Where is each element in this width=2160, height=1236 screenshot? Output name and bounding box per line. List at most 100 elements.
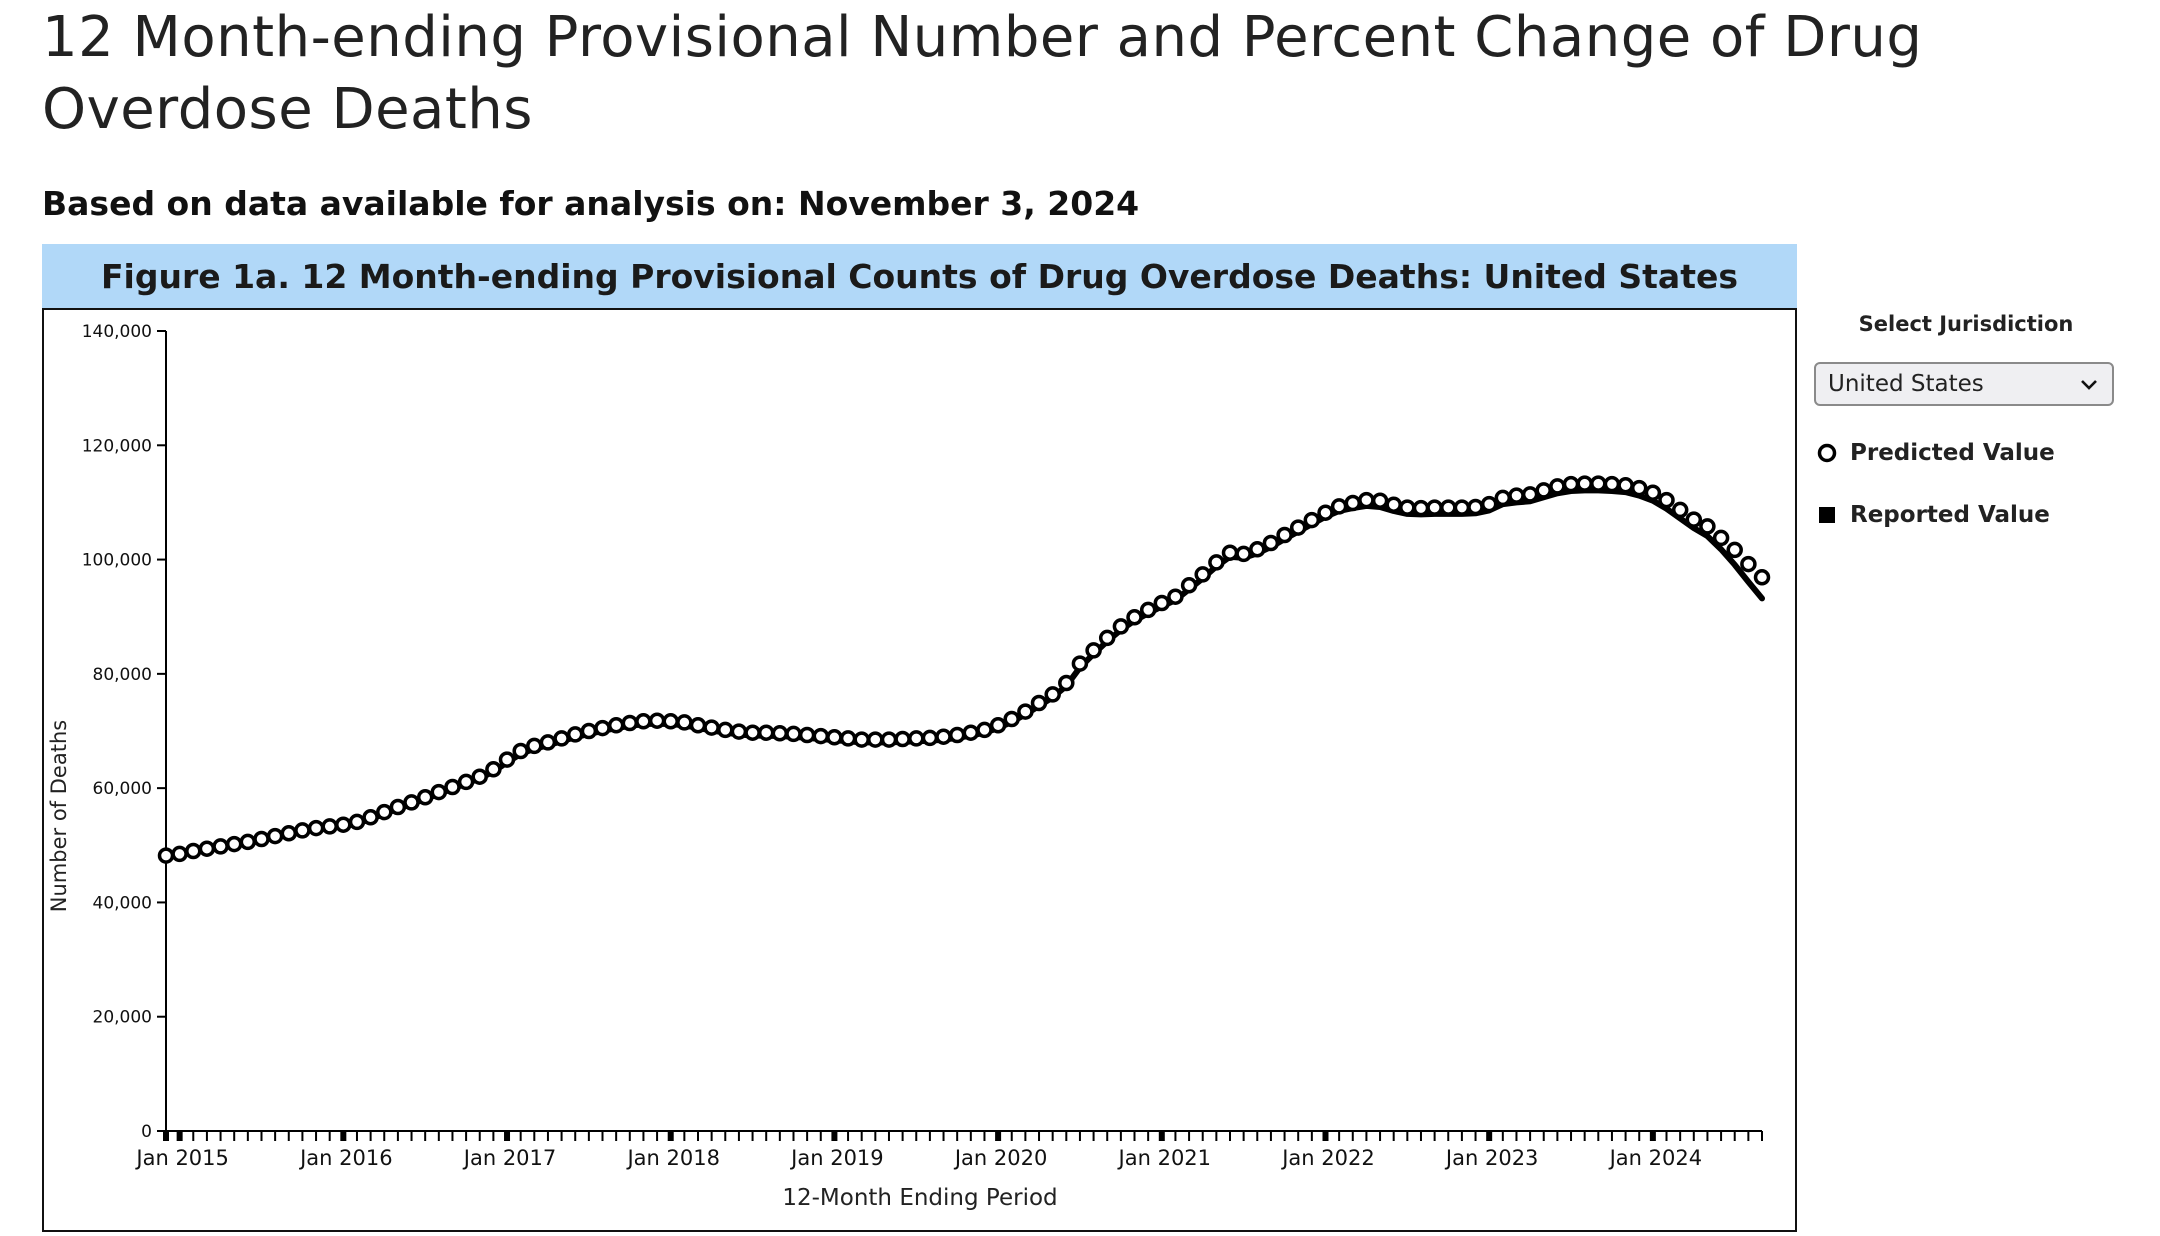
predicted-value-point (157, 847, 175, 864)
predicted-value-point (989, 717, 1007, 734)
predicted-value-point (1426, 499, 1443, 516)
predicted-value-point (894, 730, 911, 748)
predicted-value-point (1358, 491, 1375, 509)
predicted-value-point (1671, 501, 1689, 519)
predicted-value-point (1590, 475, 1607, 492)
legend-predicted-label: Predicted Value (1850, 440, 2055, 466)
predicted-value-point (1249, 541, 1266, 558)
predicted-value-point (1044, 686, 1061, 703)
y-axis: 0 20,000 40,000 60,000 80,000 100,000 120,000 1… (82, 322, 167, 1142)
predicted-value-point (1494, 489, 1512, 507)
predicted-value-point (1003, 710, 1020, 728)
jurisdiction-select[interactable]: United States (1814, 362, 2114, 406)
x-tick-label: Jan 2015 (134, 1146, 229, 1170)
predicted-value-point (580, 722, 598, 740)
filled-square-icon (1819, 507, 1835, 523)
predicted-value-point (1385, 496, 1402, 513)
predicted-value-point (771, 725, 789, 742)
data-date-subtitle: Based on data available for analysis on:… (42, 184, 1140, 223)
predicted-value-point (389, 798, 407, 816)
predicted-value-point (717, 721, 734, 739)
jurisdiction-select-value: United States (1828, 371, 1984, 397)
predicted-value-point (635, 713, 652, 730)
predicted-value-point (1139, 601, 1157, 619)
predicted-value-point (730, 723, 748, 740)
figure-title: Figure 1a. 12 Month-ending Provisional C… (100, 256, 1738, 296)
predicted-value-point (1699, 518, 1716, 535)
predicted-value-point (826, 729, 843, 746)
predicted-value-point (1330, 498, 1348, 515)
predicted-value-point (1467, 498, 1484, 516)
predicted-value-point (266, 827, 284, 845)
y-tick-label: 140,000 (82, 322, 152, 342)
predicted-value-point (976, 721, 993, 739)
predicted-value-point (171, 845, 188, 863)
predicted-value-point (280, 825, 298, 842)
predicted-value-point (321, 818, 338, 835)
predicted-value-point (1658, 491, 1675, 509)
figure-header: Figure 1a. 12 Month-ending Provisional C… (42, 244, 1797, 308)
predicted-value-point (880, 731, 898, 748)
predicted-value-point (444, 778, 461, 796)
y-axis-title: Number of Deaths (47, 720, 71, 912)
predicted-value-point (225, 835, 243, 853)
predicted-value-point (703, 719, 720, 736)
predicted-value-point (1412, 499, 1430, 517)
predicted-value-point (594, 719, 611, 737)
predicted-value-point (921, 729, 939, 747)
x-tick-label: Jan 2024 (1608, 1146, 1703, 1170)
x-tick-label: Jan 2020 (953, 1146, 1048, 1170)
predicted-value-point (1399, 499, 1416, 516)
predicted-value-point (962, 724, 980, 741)
predicted-value-point (839, 730, 857, 747)
predicted-value-point (1167, 588, 1184, 605)
predicted-value-point (1371, 492, 1389, 509)
predicted-value-point (416, 789, 434, 806)
predicted-value-point (607, 717, 625, 734)
predicted-value-point (1549, 478, 1566, 495)
predicted-value-point (1712, 529, 1730, 547)
predicted-value-point (1180, 577, 1198, 594)
legend-predicted-value: Predicted Value (1816, 440, 2055, 466)
predicted-value-point (867, 731, 884, 748)
predicted-value-point (1303, 511, 1321, 529)
y-tick-label: 60,000 (93, 779, 152, 799)
y-tick-label: 0 (141, 1122, 152, 1142)
x-tick-label: Jan 2018 (625, 1146, 720, 1170)
predicted-value-point (1030, 694, 1048, 712)
predicted-value-point (1508, 487, 1525, 504)
predicted-value-point (512, 742, 529, 760)
predicted-value-point (457, 773, 475, 791)
predicted-value-point (689, 717, 707, 734)
predicted-value-point (785, 725, 802, 743)
predicted-value-point (812, 727, 830, 745)
predicted-value-point (1262, 534, 1280, 552)
predicted-value-point (430, 783, 448, 801)
predicted-value-point (1317, 504, 1334, 521)
x-tick-label: Jan 2021 (1117, 1146, 1212, 1170)
legend-reported-value: Reported Value (1816, 502, 2050, 528)
predicted-value-point (1098, 629, 1116, 647)
page-title: 12 Month-ending Provisional Number and P… (42, 5, 1923, 142)
y-tick-label: 120,000 (82, 436, 152, 456)
predicted-value-point (1685, 511, 1703, 528)
predicted-value-point (198, 840, 216, 857)
predicted-value-point (1726, 541, 1743, 559)
chart-frame: 0 20,000 40,000 60,000 80,000 100,000 120,000 1… (42, 308, 1797, 1232)
chevron-down-icon (2081, 380, 2097, 390)
predicted-value-point (1562, 475, 1580, 493)
x-tick-label: Jan 2023 (1444, 1146, 1539, 1170)
predicted-value-point (1740, 555, 1757, 573)
y-tick-label: 80,000 (93, 665, 152, 685)
x-tick-label: Jan 2017 (462, 1146, 557, 1170)
x-tick-label: Jan 2022 (1280, 1146, 1375, 1170)
predicted-value-point (376, 803, 393, 821)
predicted-value-point (335, 816, 352, 833)
predicted-value-point (185, 842, 202, 860)
predicted-value-point (1753, 569, 1771, 586)
select-jurisdiction-label: Select Jurisdiction (1858, 312, 2074, 336)
predicted-value-point (908, 730, 925, 747)
predicted-value-point (1112, 618, 1130, 635)
predicted-value-point (471, 768, 488, 785)
